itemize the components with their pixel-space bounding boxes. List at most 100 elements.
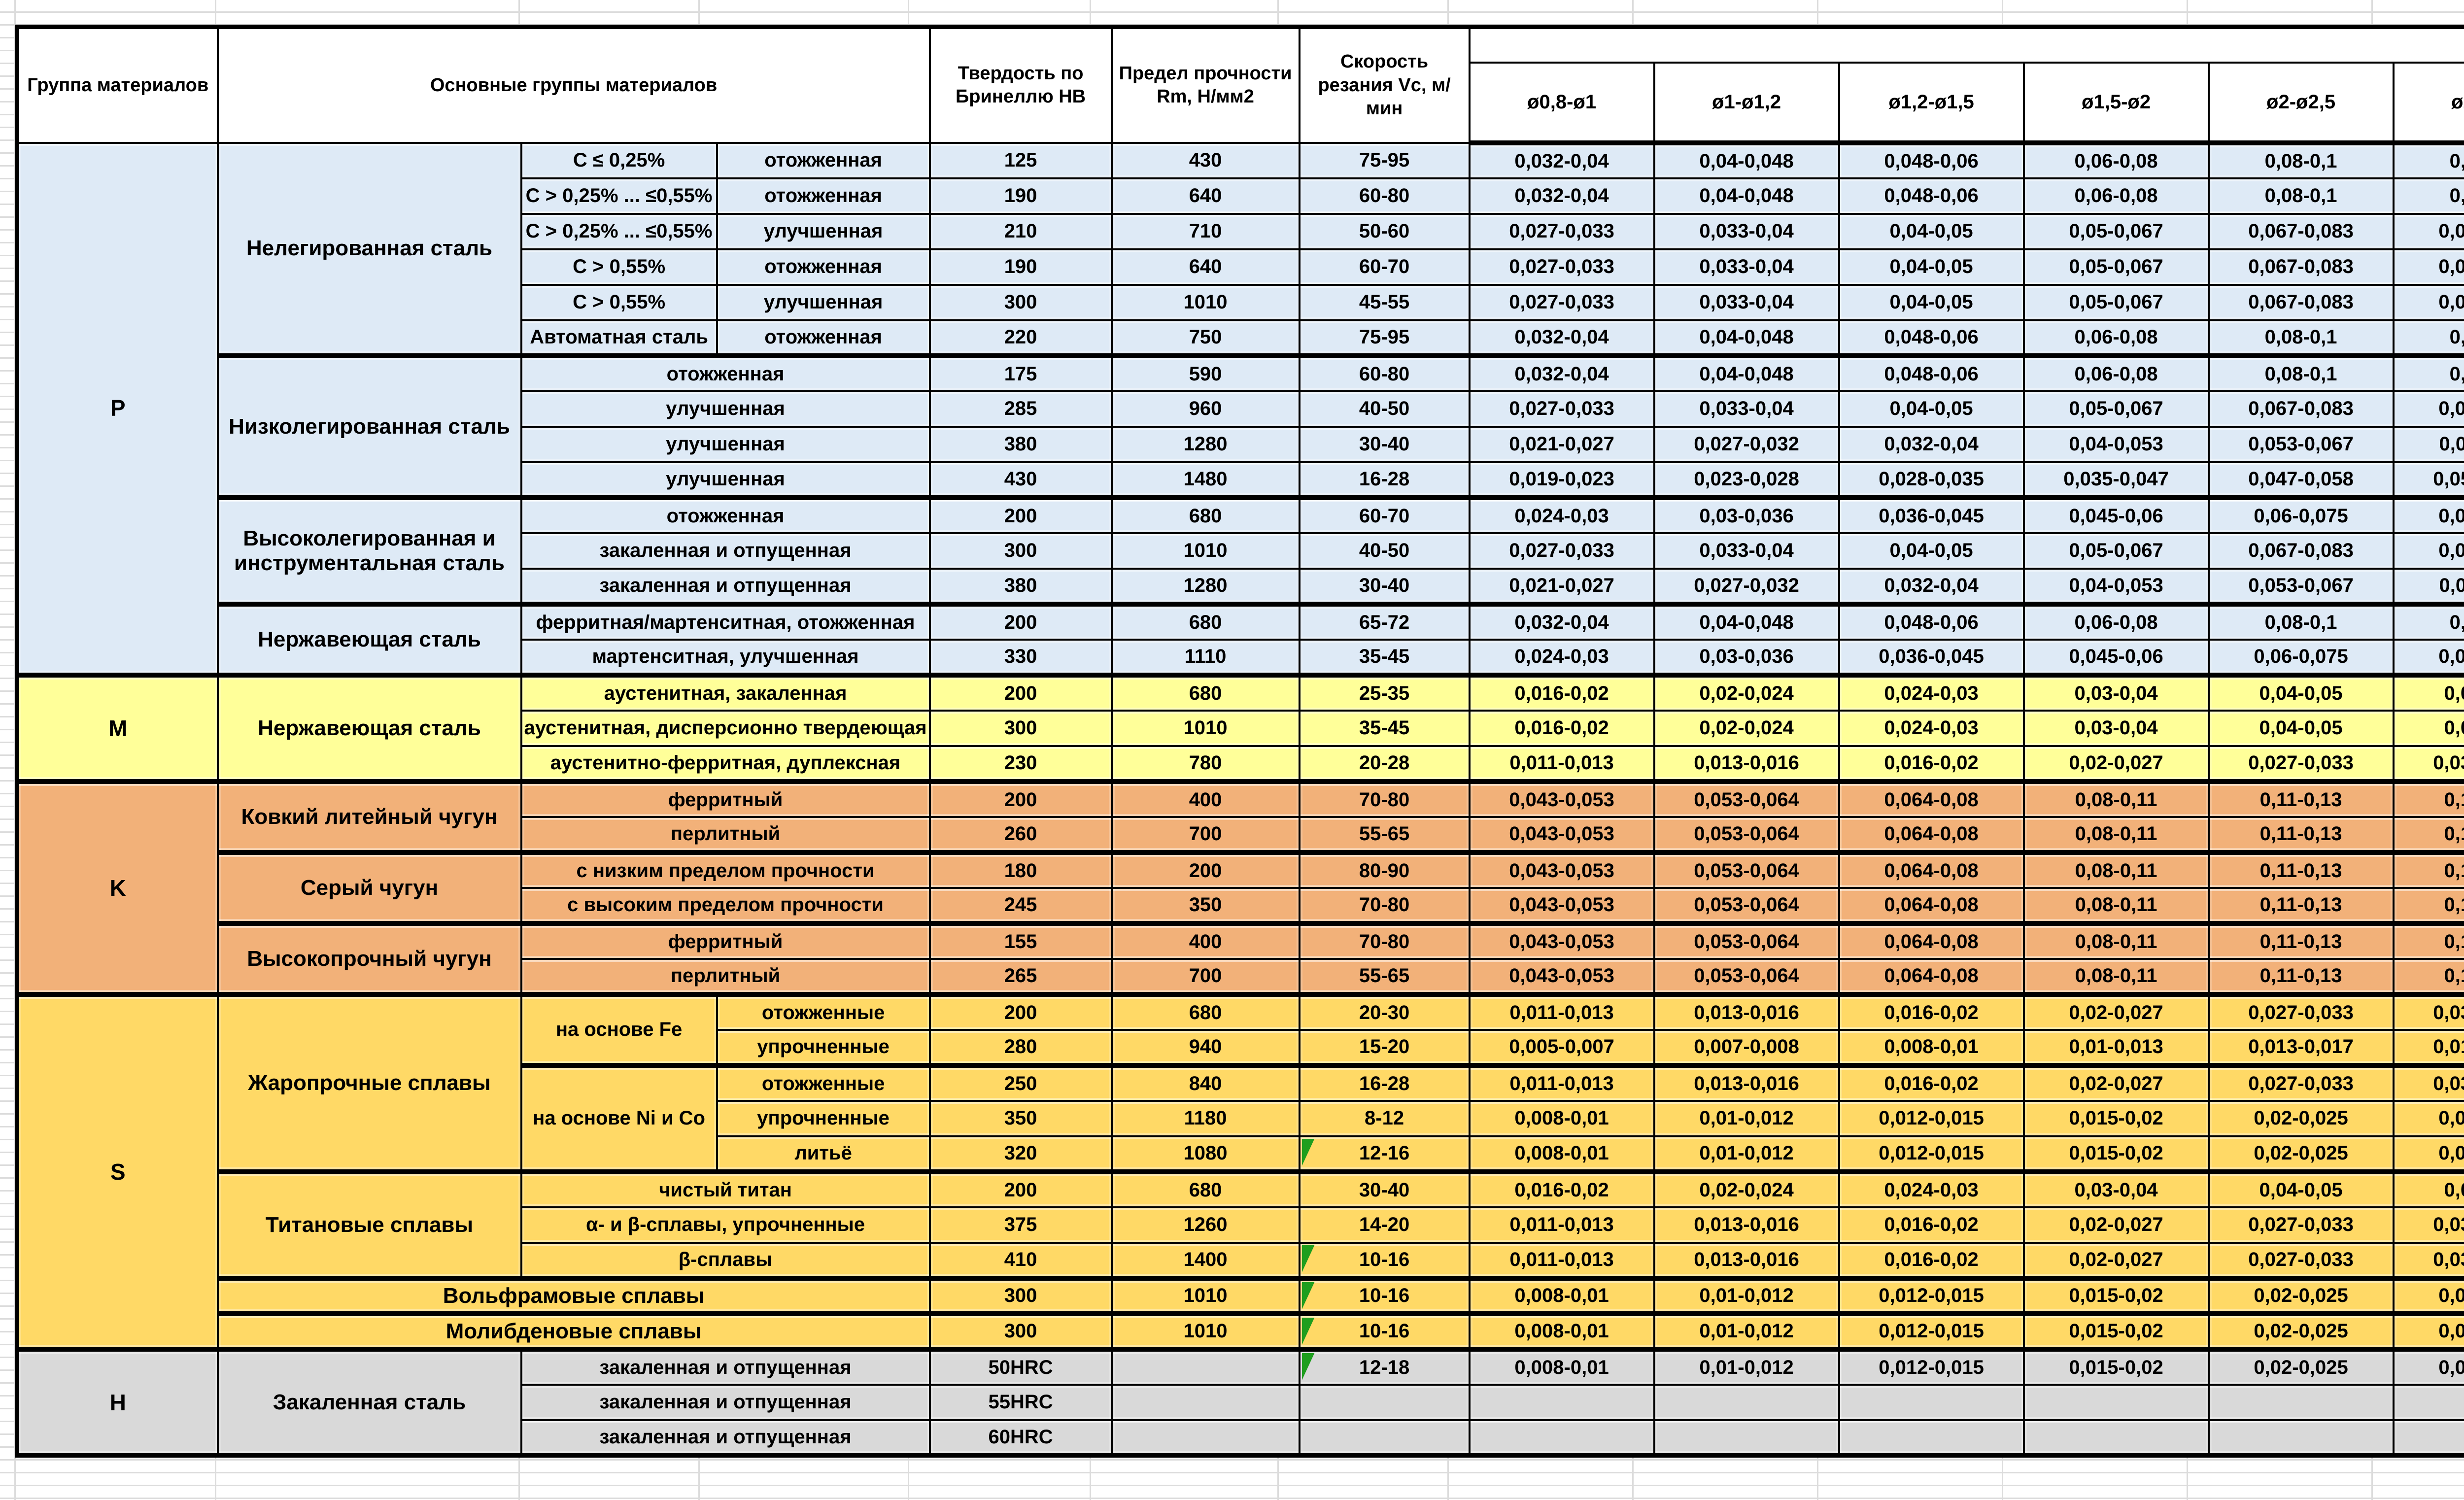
vc-cell[interactable]: 75-95	[1298, 141, 1471, 179]
feed-cell[interactable]: 0,008-0,01	[1468, 1135, 1655, 1173]
vc-cell[interactable]: 30-40	[1298, 1169, 1471, 1208]
feed-cell[interactable]: 0,083-0,13	[2392, 283, 2464, 321]
feed-cell[interactable]: 0,01-0,012	[1653, 1346, 1840, 1386]
material-name-cell[interactable]: Титановые сплавы	[216, 1169, 522, 1279]
feed-cell[interactable]: 0,04-0,053	[2022, 425, 2210, 463]
hb-cell[interactable]: 50HRC	[928, 1346, 1113, 1386]
feed-cell[interactable]	[2022, 1383, 2210, 1421]
feed-cell[interactable]: 0,015-0,02	[2022, 1346, 2210, 1386]
state-cell[interactable]: упрочненные	[716, 1099, 931, 1137]
feed-cell[interactable]: 0,033-0,04	[1653, 248, 1840, 286]
feed-cell[interactable]: 0,06-0,08	[2022, 177, 2210, 215]
material-subtype-cell[interactable]: на основе Ni и Co	[520, 1062, 718, 1173]
feed-cell[interactable]: 0,05-0,067	[2022, 248, 2210, 286]
feed-cell[interactable]: 0,011-0,013	[1468, 1206, 1655, 1244]
rm-cell[interactable]	[1110, 1419, 1300, 1457]
vc-cell[interactable]: 65-72	[1298, 601, 1471, 641]
feed-cell[interactable]	[2392, 1383, 2464, 1421]
feed-cell[interactable]: 0,008-0,01	[1838, 1028, 2025, 1066]
rm-cell[interactable]: 700	[1110, 957, 1300, 995]
material-name-cell[interactable]: Высокопрочный чугун	[216, 920, 522, 995]
feed-cell[interactable]: 0,016-0,02	[1838, 1241, 2025, 1279]
feed-cell[interactable]: 0,033-0,04	[1653, 212, 1840, 250]
feed-cell[interactable]: 0,012-0,015	[1838, 1099, 2025, 1137]
state-cell[interactable]: аустенитная, закаленная	[520, 672, 931, 712]
feed-diameter-header[interactable]: ø1-ø1,2	[1653, 61, 1840, 145]
feed-cell[interactable]: 0,011-0,013	[1468, 1062, 1655, 1102]
feed-cell[interactable]	[1838, 1419, 2025, 1457]
vc-cell[interactable]: 40-50	[1298, 390, 1471, 428]
vc-cell[interactable]: 35-45	[1298, 638, 1471, 676]
vc-cell[interactable]: 60-80	[1298, 177, 1471, 215]
feed-cell[interactable]: 0,033-0,04	[1653, 283, 1840, 321]
feed-cell[interactable]: 0,067-0,083	[2207, 390, 2395, 428]
feed-cell[interactable]	[1468, 1383, 1655, 1421]
feed-cell[interactable]: 0,05-0,067	[2022, 390, 2210, 428]
feed-cell[interactable]: 0,02-0,025	[2207, 1311, 2395, 1350]
feed-cell[interactable]: 0,013-0,016	[1653, 1062, 1840, 1102]
rm-cell[interactable]: 780	[1110, 745, 1300, 783]
state-cell[interactable]: улучшенная	[716, 283, 931, 321]
hb-cell[interactable]: 300	[928, 283, 1113, 321]
vc-cell[interactable]: 12-18	[1298, 1346, 1471, 1386]
hb-cell[interactable]: 200	[928, 1169, 1113, 1208]
state-cell[interactable]: закаленная и отпущенная	[520, 567, 931, 605]
feed-cell[interactable]: 0,053-0,064	[1653, 920, 1840, 960]
feed-cell[interactable]: 0,048-0,06	[1838, 319, 2025, 357]
state-cell[interactable]: отожженные	[716, 1062, 931, 1102]
feed-cell[interactable]: 0,11-0,13	[2207, 850, 2395, 889]
feed-cell[interactable]: 0,04-0,048	[1653, 177, 1840, 215]
material-name-cell[interactable]: Ковкий литейный чугун	[216, 779, 522, 853]
vc-cell[interactable]: 16-28	[1298, 1062, 1471, 1102]
feed-cell[interactable]: 0,02-0,025	[2207, 1135, 2395, 1173]
state-cell[interactable]: α- и β-сплавы, упрочненные	[520, 1206, 931, 1244]
rm-cell[interactable]: 1180	[1110, 1099, 1300, 1137]
hb-cell[interactable]: 190	[928, 248, 1113, 286]
hb-cell[interactable]: 285	[928, 390, 1113, 428]
feed-cell[interactable]: 0,013-0,016	[1653, 1206, 1840, 1244]
state-cell[interactable]: закаленная и отпущенная	[520, 532, 931, 570]
feed-cell[interactable]: 0,012-0,015	[1838, 1275, 2025, 1315]
feed-cell[interactable]: 0,048-0,06	[1838, 601, 2025, 641]
material-subtype-cell[interactable]: C > 0,25% ... ≤0,55%	[520, 177, 718, 215]
feed-cell[interactable]: 0,02-0,024	[1653, 1169, 1840, 1208]
feed-cell[interactable]: 0,053-0,067	[2207, 567, 2395, 605]
rm-cell[interactable]: 960	[1110, 390, 1300, 428]
feed-cell[interactable]: 0,043-0,053	[1468, 957, 1655, 995]
col-header-main-groups[interactable]: Основные группы материалов	[216, 26, 931, 144]
feed-cell[interactable]: 0,027-0,033	[1468, 283, 1655, 321]
material-name-cell[interactable]: Нелегированная сталь	[216, 141, 522, 357]
state-cell[interactable]: закаленная и отпущенная	[520, 1383, 931, 1421]
feed-cell[interactable]: 0,043-0,053	[1468, 816, 1655, 853]
feed-cell[interactable]: 0,1-0,16	[2392, 353, 2464, 392]
feed-cell[interactable]: 0,04-0,05	[2207, 672, 2395, 712]
feed-cell[interactable]	[1838, 1383, 2025, 1421]
feed-cell[interactable]: 0,08-0,11	[2022, 850, 2210, 889]
vc-cell[interactable]: 55-65	[1298, 816, 1471, 853]
rm-cell[interactable]: 680	[1110, 672, 1300, 712]
feed-cell[interactable]: 0,06-0,075	[2207, 638, 2395, 676]
feed-cell[interactable]: 0,04-0,053	[2022, 567, 2210, 605]
rm-cell[interactable]: 1280	[1110, 425, 1300, 463]
hb-cell[interactable]: 125	[928, 141, 1113, 179]
feed-cell[interactable]: 0,011-0,013	[1468, 991, 1655, 1031]
feed-cell[interactable]: 0,025-0,04	[2392, 1135, 2464, 1173]
state-cell[interactable]: ферритная/мартенситная, отожженная	[520, 601, 931, 641]
feed-cell[interactable]: 0,033-0,053	[2392, 1241, 2464, 1279]
feed-cell[interactable]: 0,033-0,053	[2392, 1206, 2464, 1244]
feed-cell[interactable]: 0,05-0,08	[2392, 709, 2464, 747]
feed-cell[interactable]: 0,08-0,1	[2207, 319, 2395, 357]
vc-cell[interactable]: 75-95	[1298, 319, 1471, 357]
material-name-cell[interactable]: Серый чугун	[216, 850, 522, 924]
feed-cell[interactable]: 0,016-0,02	[1468, 1169, 1655, 1208]
hb-cell[interactable]: 430	[928, 461, 1113, 499]
feed-cell[interactable]: 0,013-0,016	[1653, 745, 1840, 783]
feed-cell[interactable]: 0,027-0,032	[1653, 567, 1840, 605]
feed-cell[interactable]: 0,06-0,08	[2022, 353, 2210, 392]
vc-cell[interactable]: 50-60	[1298, 212, 1471, 250]
feed-cell[interactable]: 0,03-0,04	[2022, 709, 2210, 747]
feed-cell[interactable]: 0,04-0,048	[1653, 353, 1840, 392]
feed-cell[interactable]: 0,04-0,05	[1838, 390, 2025, 428]
feed-cell[interactable]: 0,06-0,08	[2022, 141, 2210, 179]
feed-cell[interactable]: 0,01-0,012	[1653, 1311, 1840, 1350]
